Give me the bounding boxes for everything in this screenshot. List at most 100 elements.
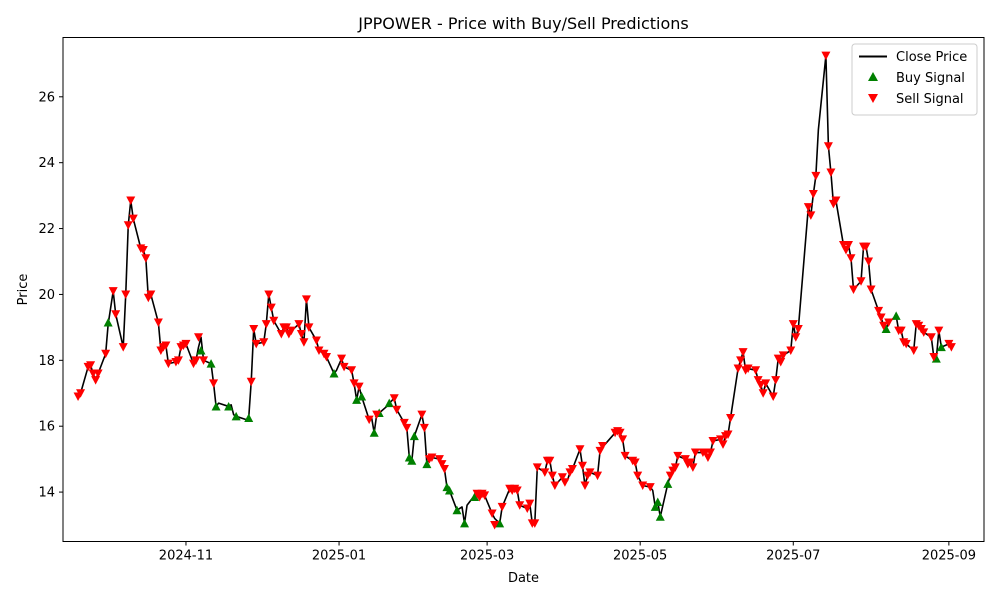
sell-signal-marker: [540, 468, 550, 477]
legend: Close Price Buy Signal Sell Signal: [851, 43, 978, 116]
sell-signal-marker: [726, 413, 736, 423]
buy-signal-marker: [231, 411, 241, 421]
sell-signal-marker: [128, 214, 138, 224]
sell-signal-marker: [311, 336, 321, 346]
sell-signal-marker: [364, 415, 374, 425]
buy-signal-marker: [409, 431, 419, 441]
buy-signal-marker: [936, 342, 946, 352]
sell-signal-marker: [630, 458, 640, 467]
sell-signal-marker: [718, 440, 728, 449]
x-tick-label: 2025-05: [613, 549, 667, 564]
buy-signal-marker: [352, 395, 362, 404]
sell-signal-marker: [392, 405, 402, 415]
sell-signal-marker: [301, 295, 311, 304]
buy-signal-marker: [444, 485, 454, 495]
sell-signal-marker: [793, 325, 803, 334]
sell-signal-marker: [874, 306, 884, 316]
sell-signal-marker: [181, 339, 191, 349]
sell-signal-marker: [618, 435, 628, 444]
sell-signal-marker: [934, 326, 944, 336]
sell-signal-marker: [286, 326, 296, 336]
sell-signal-marker: [753, 376, 763, 385]
sell-signal-marker: [118, 343, 128, 352]
sell-signal-marker: [788, 320, 798, 329]
sell-signal-marker: [884, 318, 894, 327]
sell-signal-marker: [515, 501, 525, 510]
y-tick-label: 26: [38, 90, 55, 105]
sell-signal-marker: [532, 463, 542, 472]
chart-title: JPPOWER - Price with Buy/Sell Prediction…: [357, 14, 689, 33]
sell-signal-marker: [550, 481, 560, 490]
legend-label-sell: Sell Signal: [896, 92, 964, 107]
sell-signal-marker: [209, 379, 219, 388]
sell-signal-marker: [575, 445, 585, 454]
sell-signal-marker: [512, 486, 522, 495]
sell-signal-marker: [547, 471, 557, 481]
sell-signal-marker: [560, 478, 570, 487]
sell-signal-marker: [738, 348, 748, 357]
sell-signal-marker: [723, 430, 733, 439]
sell-signal-marker: [705, 448, 715, 458]
sell-signal-marker: [771, 376, 781, 385]
sell-signal-marker: [199, 356, 209, 365]
sell-signal-marker: [758, 389, 768, 398]
x-axis-label: Date: [508, 571, 539, 586]
sell-signal-marker: [487, 509, 497, 518]
buy-signal-marker: [650, 502, 660, 511]
sell-signal-marker: [673, 451, 683, 461]
buy-signal-marker: [422, 459, 432, 469]
sell-signal-marker: [946, 343, 956, 352]
sell-signal-marker: [427, 453, 437, 462]
sell-signal-marker: [821, 51, 831, 61]
sell-signal-marker: [276, 329, 286, 339]
buy-signal-marker: [206, 359, 216, 368]
x-tick-label: 2024-11: [159, 549, 213, 564]
sell-signal-marker: [497, 502, 507, 512]
sell-signal-marker: [856, 277, 866, 286]
sell-signal-marker: [322, 353, 332, 362]
sell-signal-marker: [733, 364, 743, 374]
sell-signal-marker: [615, 428, 625, 438]
axes-frame: [62, 37, 985, 542]
buy-signal-marker: [470, 492, 480, 502]
sell-signal-marker: [823, 142, 833, 151]
sell-signal-marker: [299, 338, 309, 347]
sell-signal-marker: [806, 211, 816, 220]
sell-signal-marker: [909, 346, 919, 355]
buy-signal-marker: [653, 497, 663, 506]
sell-signal-marker: [389, 394, 399, 403]
sell-signal-marker: [545, 456, 555, 466]
sell-signal-marker: [281, 323, 291, 332]
sell-signal-marker: [111, 310, 121, 319]
x-tick-label: 2025-01: [312, 549, 366, 564]
sell-signal-marker: [121, 290, 131, 299]
sell-signal-marker: [778, 351, 788, 360]
sell-signal-marker: [259, 338, 269, 347]
buy-signal-marker: [196, 345, 206, 355]
sell-signal-marker: [399, 418, 409, 428]
legend-box: [851, 43, 978, 116]
sell-signal-marker: [826, 168, 836, 178]
sell-signal-marker: [593, 471, 603, 481]
sell-signal-marker: [768, 392, 778, 402]
sell-signal-marker: [791, 333, 801, 342]
sell-signal-marker: [173, 356, 183, 365]
sell-signal-marker: [786, 346, 796, 355]
sell-signal-marker: [670, 463, 680, 472]
sell-signal-marker: [161, 341, 171, 350]
sell-signal-marker: [146, 290, 156, 299]
sell-signal-marker: [861, 242, 871, 252]
buy-signal-marker: [460, 518, 470, 528]
x-tick-label: 2025-07: [766, 549, 820, 564]
buy-signal-marker: [452, 505, 462, 515]
y-tick-label: 22: [38, 222, 55, 237]
sell-signal-marker: [620, 451, 630, 461]
y-tick-label: 20: [38, 288, 55, 303]
sell-signal-marker: [269, 316, 279, 326]
sell-signal-marker: [339, 362, 349, 372]
sell-signal-marker: [163, 359, 173, 369]
sell-signal-marker: [347, 366, 357, 375]
y-tick-label: 18: [38, 354, 55, 369]
sell-signal-marker: [688, 463, 698, 472]
